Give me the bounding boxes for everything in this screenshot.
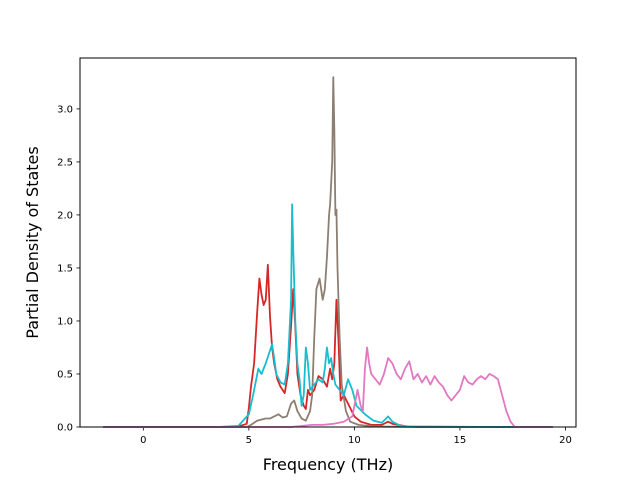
x-tick-label: 5 bbox=[246, 435, 252, 446]
y-tick-label: 0.5 bbox=[57, 369, 73, 380]
x-tick-label: 15 bbox=[454, 435, 467, 446]
y-tick-label: 1.5 bbox=[57, 263, 73, 274]
y-axis-label: Partial Density of States bbox=[23, 146, 42, 338]
series-lines bbox=[103, 76, 553, 428]
series-line-3 bbox=[103, 203, 553, 428]
series-line-2 bbox=[103, 76, 553, 428]
x-axis-label: Frequency (THz) bbox=[263, 455, 393, 474]
y-tick-label: 0.0 bbox=[57, 423, 73, 434]
y-tick-label: 1.0 bbox=[57, 316, 73, 327]
y-tick-label: 3.0 bbox=[57, 104, 73, 115]
x-tick-label: 10 bbox=[348, 435, 361, 446]
plot-frame bbox=[79, 57, 577, 428]
x-axis-ticks: 0 5 10 15 20 bbox=[140, 427, 572, 446]
x-tick-label: 0 bbox=[140, 435, 146, 446]
y-tick-label: 2.0 bbox=[57, 210, 73, 221]
series-line-4 bbox=[103, 346, 553, 428]
x-tick-label: 20 bbox=[559, 435, 572, 446]
series-line-1 bbox=[103, 263, 553, 428]
y-tick-label: 2.5 bbox=[57, 157, 73, 168]
y-axis-ticks: 0.0 0.5 1.0 1.5 2.0 2.5 3.0 bbox=[57, 104, 80, 434]
